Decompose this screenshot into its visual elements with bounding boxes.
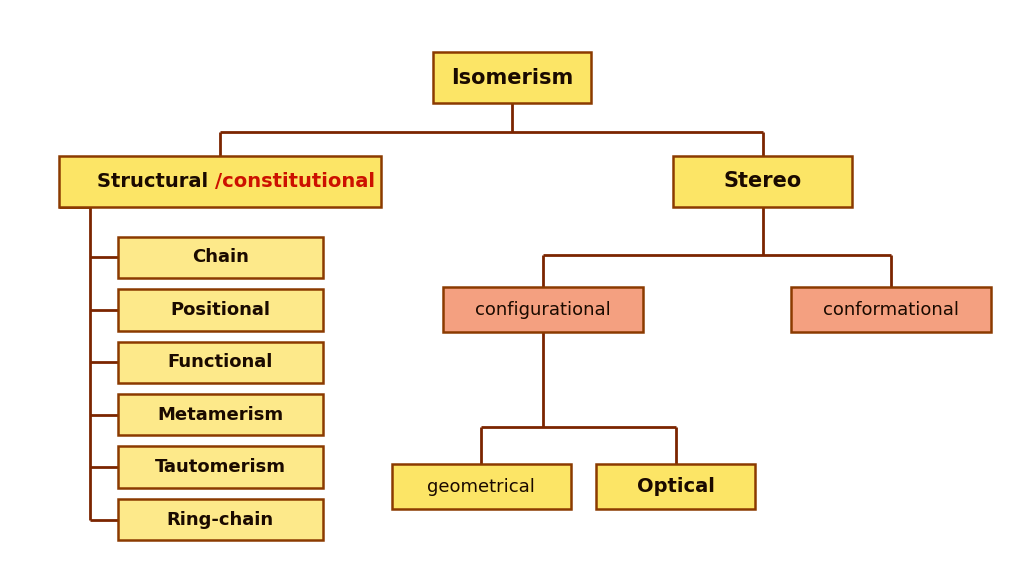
FancyBboxPatch shape [596, 464, 756, 509]
FancyBboxPatch shape [791, 287, 991, 332]
Text: Structural: Structural [97, 172, 215, 191]
Text: Stereo: Stereo [724, 172, 802, 191]
FancyBboxPatch shape [432, 52, 592, 103]
FancyBboxPatch shape [442, 287, 643, 332]
FancyBboxPatch shape [118, 237, 323, 278]
Text: /constitutional: /constitutional [215, 172, 375, 191]
FancyBboxPatch shape [118, 394, 323, 435]
Text: Positional: Positional [170, 301, 270, 319]
Text: Optical: Optical [637, 478, 715, 496]
Text: configurational: configurational [475, 301, 610, 319]
Text: Ring-chain: Ring-chain [167, 510, 273, 529]
Text: conformational: conformational [823, 301, 958, 319]
Text: Metamerism: Metamerism [157, 406, 284, 424]
FancyBboxPatch shape [674, 156, 852, 207]
FancyBboxPatch shape [118, 446, 323, 488]
Text: geometrical: geometrical [427, 478, 536, 496]
FancyBboxPatch shape [118, 289, 323, 331]
FancyBboxPatch shape [58, 156, 381, 207]
Text: Functional: Functional [168, 353, 272, 372]
FancyBboxPatch shape [118, 342, 323, 383]
FancyBboxPatch shape [391, 464, 570, 509]
Text: Chain: Chain [191, 248, 249, 267]
Text: Tautomerism: Tautomerism [155, 458, 286, 476]
Text: Isomerism: Isomerism [451, 68, 573, 88]
FancyBboxPatch shape [118, 499, 323, 540]
